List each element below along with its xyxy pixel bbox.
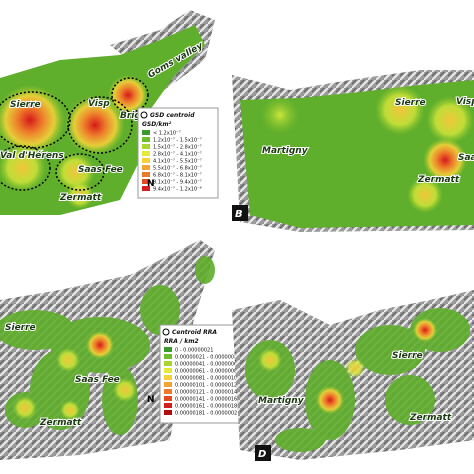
- legend-label: 1.2x10⁻⁷ - 1.5x10⁻⁷: [153, 138, 202, 144]
- legend-label: 0.00000021 - 0.00000041: [175, 355, 240, 361]
- hotspot: [108, 75, 148, 115]
- legend-swatch: [142, 130, 150, 135]
- panel-label: B: [235, 209, 243, 220]
- area: [0, 256, 215, 435]
- legend-swatch: [164, 354, 172, 359]
- legend-label: 5.5x10⁻⁷ - 6.8x10⁻⁷: [153, 166, 202, 172]
- legend-label: 6.8x10⁻⁷ - 8.1x10⁻⁷: [153, 173, 202, 179]
- panel-d: Sierre Martigny Zermatt D: [232, 290, 474, 461]
- legend-label: 8.1x10⁻⁷ - 9.4x10⁻⁷: [153, 180, 202, 186]
- place-label: Sierre: [392, 351, 423, 361]
- legend-label: 0.00000161 - 0.00000181: [175, 404, 240, 410]
- legend-swatch: [142, 151, 150, 156]
- place-label: Saas Fee: [75, 375, 120, 385]
- panel-b: Sierre Visp Martigny Saas Zermatt B: [232, 70, 474, 232]
- place-label: Sierre: [395, 98, 426, 108]
- panel-label-box: [232, 205, 248, 221]
- place-label: Zermatt: [409, 413, 452, 423]
- legend-label: 2.8x10⁻⁷ - 4.1x10⁻⁷: [153, 152, 202, 158]
- legend-title: GSD centroid: [150, 112, 195, 119]
- legend-label: 0.00000101 - 0.00000121: [175, 383, 240, 389]
- hotspot: [423, 138, 467, 182]
- legend-box: [137, 107, 219, 199]
- panel-a: Goms valley Sierre Visp Brig Val d'Héren…: [0, 10, 219, 215]
- place-label: Zermatt: [59, 193, 102, 203]
- legend-symbol: [162, 328, 170, 336]
- legend-swatch: [164, 368, 172, 373]
- place-label: Zermatt: [417, 175, 460, 185]
- panel-label-box: [255, 445, 271, 461]
- hotspot: [86, 331, 114, 359]
- legend-swatch: [164, 375, 172, 380]
- hotspot: [66, 181, 94, 209]
- place-label: Visp: [88, 99, 110, 109]
- legend: GSD centroid GSD/km² < 1.2x10⁻⁷1.2x10⁻⁷ - …: [137, 107, 219, 199]
- legend-label: 0.00000141 - 0.00000161: [175, 397, 240, 403]
- legend-swatch: [164, 382, 172, 387]
- legend-swatch: [142, 137, 150, 142]
- legend-swatch: [142, 144, 150, 149]
- hotspot: [375, 85, 425, 135]
- place-label: Martigny: [262, 146, 309, 156]
- legend-label: 4.1x10⁻⁷ - 5.5x10⁻⁷: [153, 159, 202, 165]
- panel-c: Sierre Saas Fee Zermatt Centroid RRA RRA …: [0, 240, 271, 460]
- north-arrow: N: [147, 179, 155, 189]
- legend-swatch: [164, 396, 172, 401]
- legend-title: Centroid RRA: [172, 329, 217, 336]
- north-arrow: N: [147, 395, 155, 405]
- place-label: Martigny: [258, 396, 305, 406]
- legend-subtitle: GSD/km²: [142, 121, 172, 128]
- hotspot: [56, 348, 80, 372]
- place-label: Sierre: [5, 323, 36, 333]
- hotspot: [426, 96, 474, 144]
- hotspot: [113, 378, 137, 402]
- legend-swatch: [142, 158, 150, 163]
- legend-label: 1.5x10⁻⁷ - 2.8x10⁻⁷: [153, 145, 202, 151]
- legend-swatch: [142, 179, 150, 184]
- place-label: Brig: [120, 111, 141, 121]
- panel-label: D: [258, 449, 266, 460]
- hotspot: [0, 144, 46, 192]
- legend-swatch: [164, 410, 172, 415]
- legend-swatch: [142, 165, 150, 170]
- legend-swatch: [164, 361, 172, 366]
- hotspot: [260, 95, 300, 135]
- legend-symbol: [140, 111, 148, 119]
- legend-label: 0.00000181 - 0.0000002: [175, 411, 237, 417]
- hotspot: [13, 396, 37, 420]
- hotspot: [345, 358, 365, 378]
- hotspot: [413, 318, 437, 342]
- legend-swatch: [164, 347, 172, 352]
- legend-label: 0.00000041 - 0.00000061: [175, 362, 240, 368]
- hotspot: [407, 177, 443, 213]
- place-label: Visp: [456, 97, 474, 107]
- hotspot: [258, 348, 282, 372]
- legend-label: 9.4x10⁻⁷ - 1.2x10⁻⁶: [153, 187, 202, 193]
- legend-swatch: [142, 186, 150, 191]
- legend-label: 0.00000061 - 0.00000081: [175, 369, 240, 375]
- legend-label: 0.00000121 - 0.00000141: [175, 390, 240, 396]
- legend-label: 0 - 0.00000021: [175, 348, 213, 354]
- place-label: Zermatt: [39, 418, 82, 428]
- legend-swatch: [164, 403, 172, 408]
- area: [245, 308, 470, 452]
- place-label: Val d'Hérens: [0, 150, 64, 161]
- legend-swatch: [142, 172, 150, 177]
- hotspot: [65, 95, 125, 155]
- legend-subtitle: RRA / km2: [164, 338, 199, 345]
- hotspot: [0, 85, 65, 155]
- hotspot: [60, 400, 80, 420]
- legend-label: 0.00000081 - 0.00000101: [175, 376, 240, 382]
- place-label: Sierre: [10, 100, 41, 110]
- legend-swatch: [164, 389, 172, 394]
- hotspot: [316, 386, 344, 414]
- place-label: Saas: [458, 153, 474, 163]
- clusters: [0, 77, 149, 191]
- place-label: Saas Fee: [78, 165, 123, 175]
- legend-label: < 1.2x10⁻⁷: [153, 131, 181, 137]
